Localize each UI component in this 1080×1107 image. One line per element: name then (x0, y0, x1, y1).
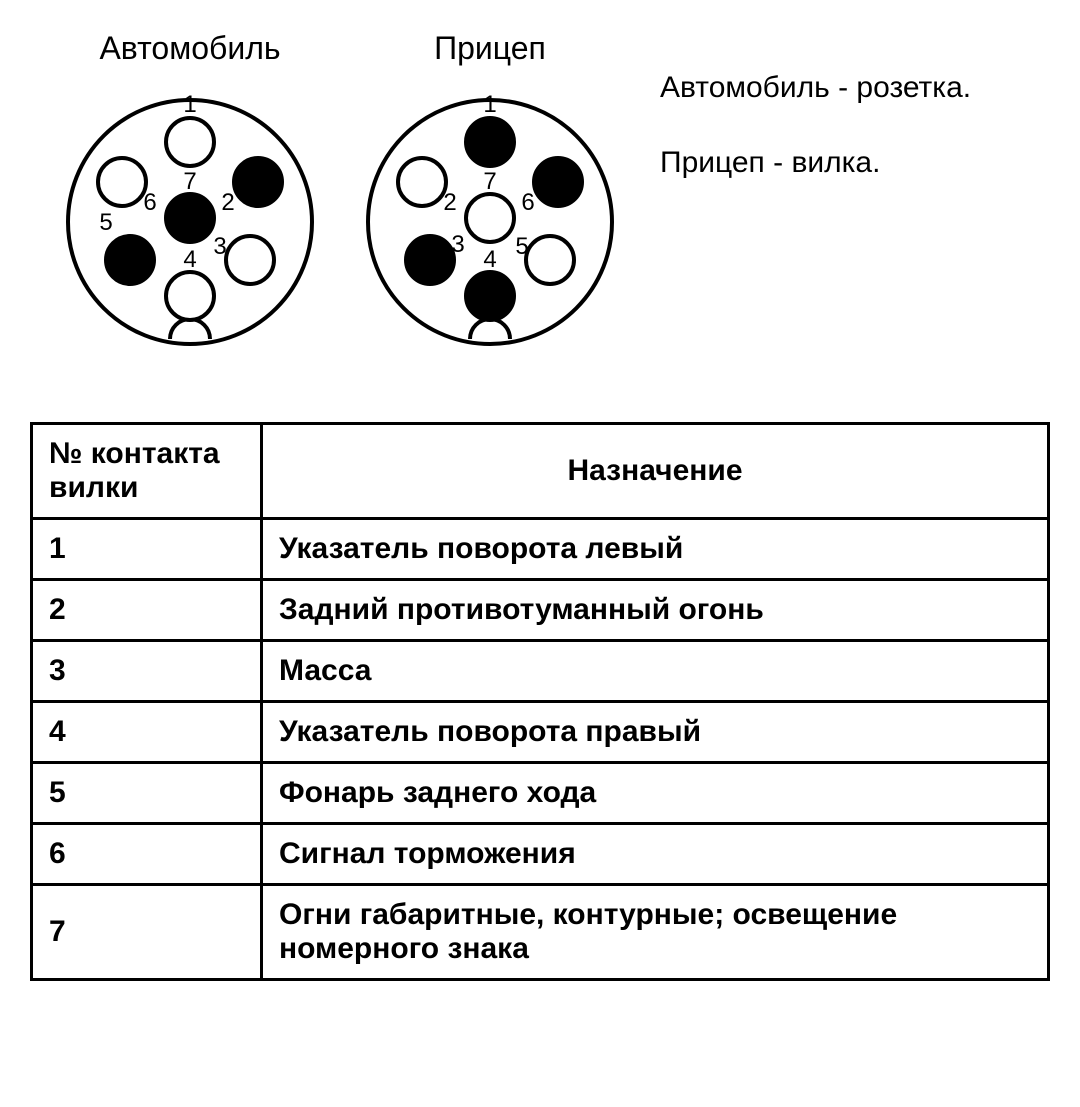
connector-pin-label: 2 (443, 189, 456, 216)
table-cell-pin-number: 2 (32, 580, 262, 641)
table-row: 7Огни габаритные, контурные; освещение н… (32, 885, 1049, 980)
table-cell-pin-number: 3 (32, 641, 262, 702)
connector-pin-label: 6 (143, 189, 156, 216)
top-area: Автомобиль 1234567 Прицеп 1654327 Автомо… (30, 30, 1050, 362)
trailer-title: Прицеп (434, 30, 546, 67)
connector-pin (106, 236, 154, 284)
connector-pin (226, 236, 274, 284)
table-header-description: Назначение (262, 424, 1049, 519)
connector-pin (534, 158, 582, 206)
connector-pin (98, 158, 146, 206)
car-connector-diagram: 1 2 34 5 67 (60, 82, 320, 362)
car-title: Автомобиль (99, 30, 280, 67)
connector-pin (166, 118, 214, 166)
table-cell-pin-number: 4 (32, 702, 262, 763)
table-row: 4Указатель поворота правый (32, 702, 1049, 763)
connector-pin (466, 194, 514, 242)
connector-pin-label: 5 (99, 209, 112, 236)
table-row: 6Сигнал торможения (32, 824, 1049, 885)
side-text-line2: Прицеп - вилка. (660, 140, 1050, 185)
table-cell-description: Сигнал торможения (262, 824, 1049, 885)
table-cell-pin-number: 1 (32, 519, 262, 580)
connector-pin (526, 236, 574, 284)
trailer-connector-diagram: 1 6 543 27 (360, 82, 620, 362)
connector-pin (466, 118, 514, 166)
connector-pin-label: 7 (183, 168, 196, 195)
side-text-line1: Автомобиль - розетка. (660, 65, 1050, 110)
table-cell-description: Задний противотуманный огонь (262, 580, 1049, 641)
connector-pin (406, 236, 454, 284)
connector-pin (234, 158, 282, 206)
connector-pin (466, 272, 514, 320)
car-connector-group: Автомобиль 1 2 34 5 67 (60, 30, 320, 362)
table-cell-pin-number: 7 (32, 885, 262, 980)
connector-pin-label: 4 (483, 246, 496, 273)
connector-pin-label: 4 (183, 246, 196, 273)
connector-pin-label: 2 (221, 189, 234, 216)
connector-pin-label: 7 (483, 168, 496, 195)
connector-pin-label: 1 (483, 91, 496, 118)
table-row: 5Фонарь заднего хода (32, 763, 1049, 824)
connector-pin-label: 3 (451, 231, 464, 258)
connector-pin (398, 158, 446, 206)
pin-table: № контакта вилки Назначение 1Указатель п… (30, 422, 1050, 981)
connector-pin (166, 272, 214, 320)
table-row: 1Указатель поворота левый (32, 519, 1049, 580)
table-cell-description: Фонарь заднего хода (262, 763, 1049, 824)
table-cell-description: Указатель поворота левый (262, 519, 1049, 580)
connector-pin-label: 5 (515, 233, 528, 260)
table-cell-pin-number: 6 (32, 824, 262, 885)
connector-pin-label: 3 (213, 233, 226, 260)
table-header-pin-number: № контакта вилки (32, 424, 262, 519)
table-cell-pin-number: 5 (32, 763, 262, 824)
connector-pin-label: 6 (521, 189, 534, 216)
table-row: 2Задний противотуманный огонь (32, 580, 1049, 641)
connector-pin-label: 1 (183, 91, 196, 118)
side-text: Автомобиль - розетка. Прицеп - вилка. (640, 30, 1050, 362)
connector-pin (166, 194, 214, 242)
table-cell-description: Масса (262, 641, 1049, 702)
table-cell-description: Огни габаритные, контурные; освещение но… (262, 885, 1049, 980)
trailer-connector-group: Прицеп 1 6 543 27 (360, 30, 620, 362)
table-cell-description: Указатель поворота правый (262, 702, 1049, 763)
table-row: 3Масса (32, 641, 1049, 702)
connectors-container: Автомобиль 1234567 Прицеп 1654327 (30, 30, 620, 362)
